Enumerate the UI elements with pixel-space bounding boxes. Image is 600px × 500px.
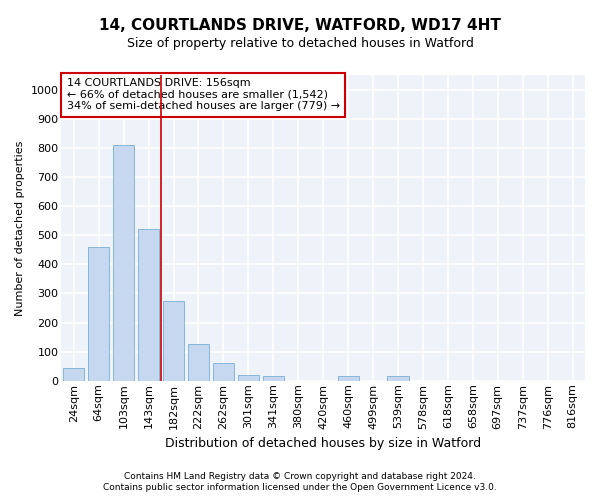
Bar xyxy=(63,368,85,381)
Bar xyxy=(88,247,109,381)
X-axis label: Distribution of detached houses by size in Watford: Distribution of detached houses by size … xyxy=(165,437,481,450)
Bar xyxy=(238,375,259,381)
Bar xyxy=(163,300,184,381)
Bar xyxy=(113,145,134,381)
Bar xyxy=(213,364,234,381)
Bar xyxy=(138,230,159,381)
Text: 14 COURTLANDS DRIVE: 156sqm
← 66% of detached houses are smaller (1,542)
34% of : 14 COURTLANDS DRIVE: 156sqm ← 66% of det… xyxy=(67,78,340,112)
Text: Contains HM Land Registry data © Crown copyright and database right 2024.: Contains HM Land Registry data © Crown c… xyxy=(124,472,476,481)
Bar xyxy=(188,344,209,381)
Y-axis label: Number of detached properties: Number of detached properties xyxy=(15,140,25,316)
Text: Contains public sector information licensed under the Open Government Licence v3: Contains public sector information licen… xyxy=(103,484,497,492)
Bar xyxy=(263,376,284,381)
Text: 14, COURTLANDS DRIVE, WATFORD, WD17 4HT: 14, COURTLANDS DRIVE, WATFORD, WD17 4HT xyxy=(99,18,501,32)
Bar xyxy=(338,376,359,381)
Bar xyxy=(388,376,409,381)
Text: Size of property relative to detached houses in Watford: Size of property relative to detached ho… xyxy=(127,38,473,51)
